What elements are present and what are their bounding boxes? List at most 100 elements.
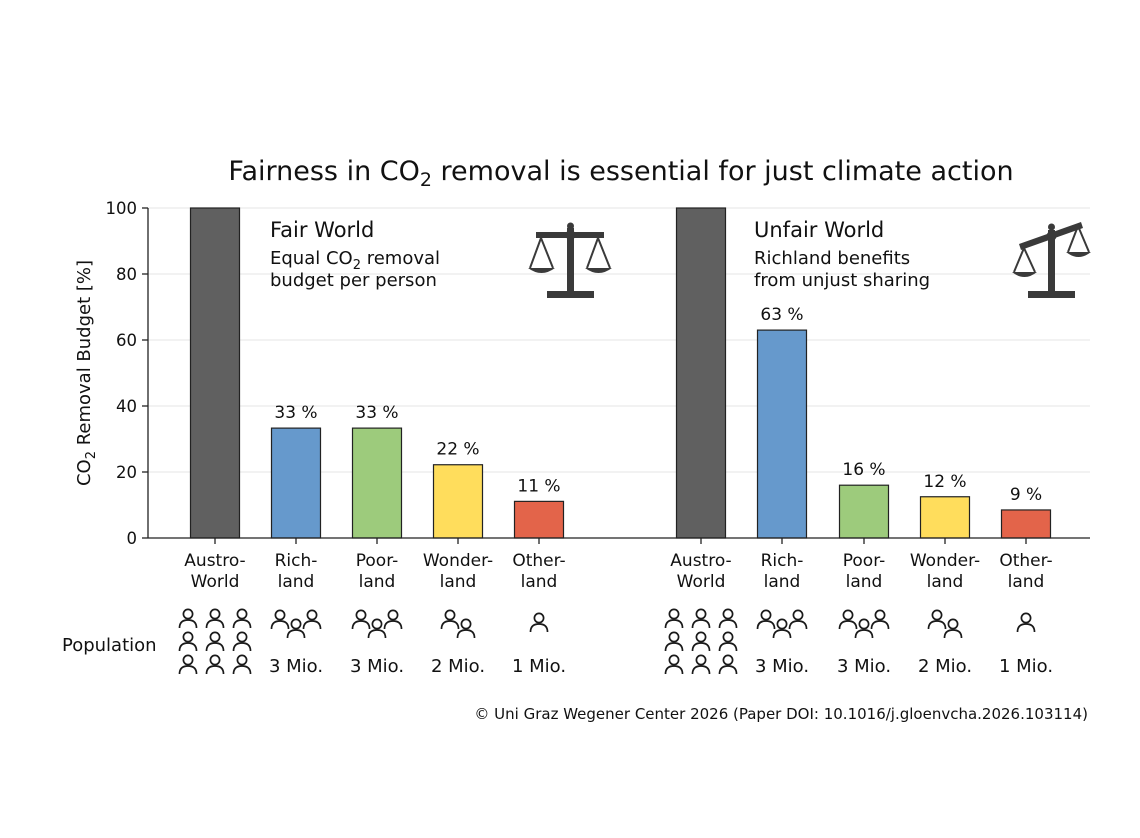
category-label-line2: land — [359, 572, 396, 592]
bar — [1000, 509, 1052, 539]
category-label-line2: land — [440, 572, 477, 592]
panel-subtitle-fair-line2: budget per person — [270, 270, 437, 291]
chart-title: Fairness in CO2 removal is essential for… — [228, 156, 1013, 191]
person-icon — [691, 608, 711, 629]
category-label-line1: Other- — [999, 551, 1052, 571]
bar — [756, 329, 808, 539]
data-label: 11 % — [517, 476, 560, 496]
bar — [189, 207, 241, 539]
data-label: 12 % — [923, 472, 966, 492]
person-icon — [691, 631, 711, 652]
person-icon — [205, 608, 225, 629]
person-icon — [691, 654, 711, 675]
data-label: 63 % — [760, 305, 803, 325]
bar — [919, 496, 971, 539]
category-label-line1: Austro- — [670, 551, 731, 571]
person-icon — [927, 609, 947, 630]
population-value: 2 Mio. — [918, 656, 972, 677]
bar — [838, 484, 890, 539]
person-icon — [1016, 612, 1036, 633]
person-icon — [456, 618, 476, 639]
person-icon — [232, 631, 252, 652]
person-icon — [788, 609, 808, 630]
axes — [142, 207, 1090, 544]
person-icon — [178, 654, 198, 675]
category-label-line2: World — [191, 572, 240, 592]
category-label-line2: land — [764, 572, 801, 592]
panel-subtitle-unfair-line1: Richland benefits — [754, 248, 910, 269]
person-icon — [205, 631, 225, 652]
person-icon — [664, 654, 684, 675]
category-label-line2: land — [278, 572, 315, 592]
category-label-line1: Poor- — [843, 551, 885, 571]
person-icon — [854, 618, 874, 639]
category-label-line1: Wonder- — [910, 551, 980, 571]
category-label-line2: land — [927, 572, 964, 592]
population-value: 1 Mio. — [512, 656, 566, 677]
person-icon — [205, 654, 225, 675]
person-icon — [367, 618, 387, 639]
y-tick-label: 40 — [116, 397, 137, 416]
y-axis-label: CO2 Removal Budget [%] — [74, 260, 99, 486]
bar — [675, 207, 727, 539]
tilted-scale-icon — [1012, 222, 1091, 298]
y-tick-label: 80 — [116, 265, 137, 284]
person-icon — [232, 608, 252, 629]
bar — [270, 427, 322, 539]
bar — [513, 500, 565, 539]
y-tick-label: 100 — [106, 199, 138, 218]
category-label-line2: World — [677, 572, 726, 592]
person-icon — [232, 654, 252, 675]
person-icon — [286, 618, 306, 639]
person-icon — [943, 618, 963, 639]
copyright-notice: © Uni Graz Wegener Center 2026 (Paper DO… — [474, 705, 1088, 723]
category-label-line1: Other- — [512, 551, 565, 571]
person-icon — [351, 609, 371, 630]
population-value: 3 Mio. — [269, 656, 323, 677]
person-icon — [302, 609, 322, 630]
panel-subtitle-unfair-line2: from unjust sharing — [754, 270, 930, 291]
data-label: 33 % — [274, 403, 317, 423]
population-value: 3 Mio. — [755, 656, 809, 677]
category-label-line1: Rich- — [275, 551, 318, 571]
category-label-line1: Rich- — [761, 551, 804, 571]
bar — [432, 464, 484, 539]
person-icon — [664, 608, 684, 629]
person-icon — [664, 631, 684, 652]
panel-title-fair: Fair World — [270, 218, 374, 242]
population-value: 1 Mio. — [999, 656, 1053, 677]
panel-subtitle-fair-line1: Equal CO2 removal — [270, 248, 440, 273]
person-icon — [772, 618, 792, 639]
person-icon — [756, 609, 776, 630]
person-icon — [178, 608, 198, 629]
bar — [351, 427, 403, 539]
panel-title-unfair: Unfair World — [754, 218, 884, 242]
person-icon — [383, 609, 403, 630]
balanced-scale-icon — [528, 222, 612, 298]
person-icon — [529, 612, 549, 633]
category-label-line2: land — [521, 572, 558, 592]
category-label-line2: land — [1008, 572, 1045, 592]
grid-lines — [148, 207, 1090, 473]
bars — [189, 207, 1052, 539]
category-label-line1: Wonder- — [423, 551, 493, 571]
population-label: Population — [62, 635, 157, 656]
data-label: 22 % — [436, 440, 479, 460]
category-label-line1: Austro- — [184, 551, 245, 571]
population-value: 3 Mio. — [350, 656, 404, 677]
data-label: 33 % — [355, 403, 398, 423]
population-value: 2 Mio. — [431, 656, 485, 677]
data-label: 16 % — [842, 460, 885, 480]
person-icon — [718, 608, 738, 629]
person-icon — [838, 609, 858, 630]
y-tick-label: 0 — [127, 529, 138, 548]
population-icons — [178, 608, 1036, 675]
y-tick-label: 20 — [116, 463, 137, 482]
person-icon — [718, 631, 738, 652]
person-icon — [178, 631, 198, 652]
category-label-line2: land — [846, 572, 883, 592]
person-icon — [270, 609, 290, 630]
person-icon — [870, 609, 890, 630]
